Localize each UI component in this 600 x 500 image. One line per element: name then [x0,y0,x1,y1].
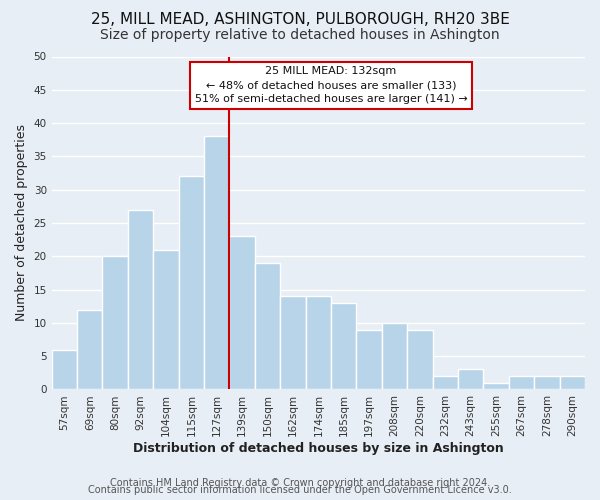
Bar [534,376,560,390]
Text: Contains HM Land Registry data © Crown copyright and database right 2024.: Contains HM Land Registry data © Crown c… [110,478,490,488]
Bar [458,370,484,390]
Bar [153,250,179,390]
Text: Size of property relative to detached houses in Ashington: Size of property relative to detached ho… [100,28,500,42]
Bar [356,330,382,390]
Bar [331,303,356,390]
Bar [433,376,458,390]
X-axis label: Distribution of detached houses by size in Ashington: Distribution of detached houses by size … [133,442,504,455]
Bar [103,256,128,390]
Bar [52,350,77,390]
Bar [382,323,407,390]
Y-axis label: Number of detached properties: Number of detached properties [15,124,28,322]
Bar [560,376,585,390]
Bar [305,296,331,390]
Bar [204,136,229,390]
Text: 25, MILL MEAD, ASHINGTON, PULBOROUGH, RH20 3BE: 25, MILL MEAD, ASHINGTON, PULBOROUGH, RH… [91,12,509,28]
Bar [407,330,433,390]
Text: Contains public sector information licensed under the Open Government Licence v3: Contains public sector information licen… [88,485,512,495]
Bar [509,376,534,390]
Bar [77,310,103,390]
Bar [179,176,204,390]
Bar [229,236,255,390]
Bar [484,383,509,390]
Bar [280,296,305,390]
Text: 25 MILL MEAD: 132sqm
← 48% of detached houses are smaller (133)
51% of semi-deta: 25 MILL MEAD: 132sqm ← 48% of detached h… [194,66,467,104]
Bar [128,210,153,390]
Bar [255,263,280,390]
